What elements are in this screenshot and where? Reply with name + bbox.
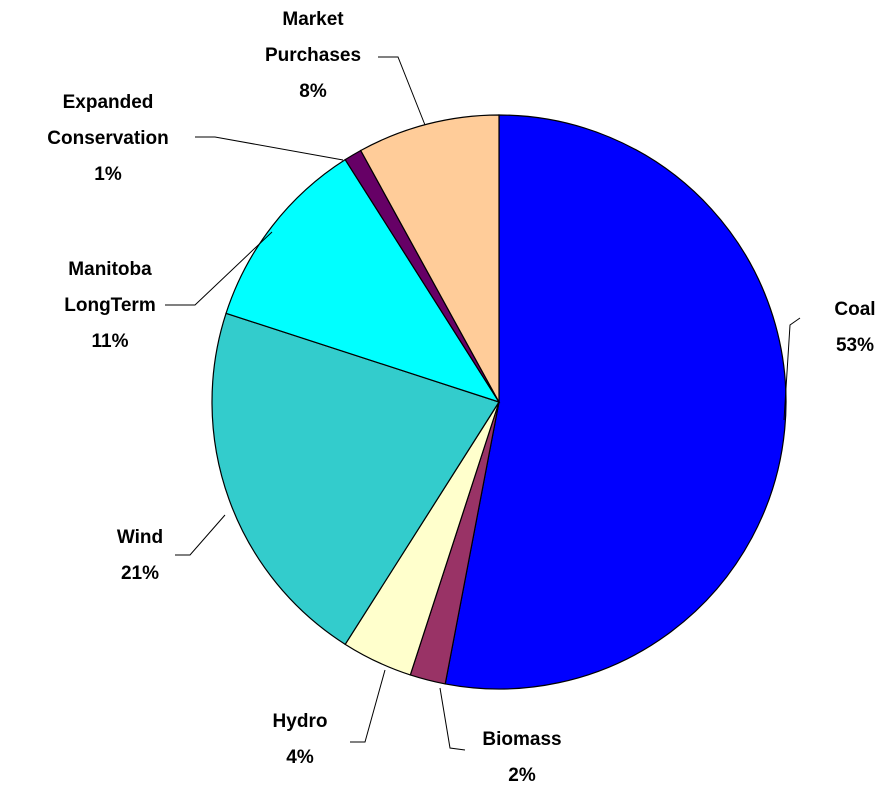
category-label: Wind: [116, 527, 164, 548]
value-label: 21%: [120, 563, 160, 584]
leader-line: [378, 56, 426, 126]
slice-label: Market Purchases 8%: [248, 2, 378, 110]
slice-label: Manitoba LongTerm 11%: [53, 252, 168, 360]
leader-line: [195, 136, 344, 161]
category-label: Hydro: [272, 711, 328, 732]
slice-label: Wind 21%: [100, 520, 180, 592]
leader-line: [783, 317, 801, 421]
leader-line: [165, 231, 273, 306]
value-label: 8%: [299, 81, 327, 102]
pie-slice: [211, 312, 500, 646]
leader-line: [439, 687, 466, 751]
pie-slice: [444, 114, 787, 690]
slice-label: Coal 53%: [820, 292, 890, 364]
pie-slice: [225, 158, 501, 404]
category-label: Biomass: [482, 729, 562, 750]
value-label: 4%: [286, 747, 314, 768]
slice-label: Biomass 2%: [462, 722, 582, 794]
pie-slice: [359, 114, 500, 403]
leader-line: [175, 514, 226, 556]
category-label: Market Purchases: [264, 9, 362, 66]
category-label: Expanded Conservation: [47, 92, 169, 149]
category-label: Manitoba LongTerm: [64, 259, 156, 316]
value-label: 11%: [91, 331, 129, 352]
value-label: 1%: [94, 164, 122, 185]
category-label: Coal: [834, 299, 876, 320]
value-label: 2%: [508, 765, 536, 786]
leader-line: [350, 669, 386, 743]
value-label: 53%: [835, 335, 875, 356]
slice-label: Expanded Conservation 1%: [33, 85, 183, 193]
slice-label: Hydro 4%: [255, 704, 345, 776]
